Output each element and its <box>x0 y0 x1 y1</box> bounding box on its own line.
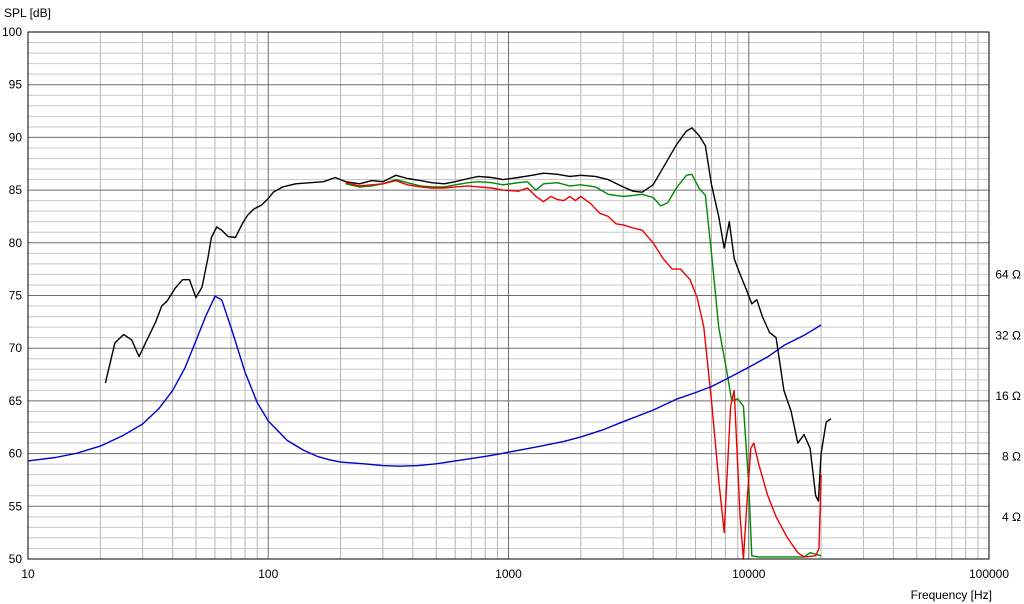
y-tick-label: 50 <box>9 552 23 566</box>
y-tick-label: 70 <box>9 341 23 355</box>
y-tick-label: 55 <box>9 499 23 513</box>
series-line-4 <box>27 295 822 467</box>
y2-tick-label: 16 Ω <box>995 389 1021 403</box>
y2-tick-label: 8 Ω <box>1002 449 1021 463</box>
y-tick-label: 65 <box>9 394 23 408</box>
plot-frame <box>27 31 990 560</box>
tick-labels: 50 55 60 65 70 75 80 85 90 95 100 10 100 1000 10000 100… <box>2 25 1021 581</box>
series-line-2 <box>345 173 822 558</box>
y2-tick-label: 64 Ω <box>995 268 1021 282</box>
series-line-1 <box>104 127 832 502</box>
y2-tick-label: 32 Ω <box>995 328 1021 342</box>
x-tick-label: 1000 <box>495 567 522 581</box>
y-tick-label: 80 <box>9 236 23 250</box>
series-line-3 <box>345 179 822 560</box>
y-tick-label: 100 <box>2 25 22 39</box>
x-tick-label: 10000 <box>732 567 766 581</box>
series-lines <box>27 127 832 560</box>
y2-tick-label: 4 Ω <box>1002 510 1021 524</box>
y-tick-label: 60 <box>9 447 23 461</box>
y-tick-label: 90 <box>9 130 23 144</box>
y-tick-label: 75 <box>9 289 23 303</box>
y-tick-label: 95 <box>9 78 23 92</box>
y-tick-label: 85 <box>9 183 23 197</box>
x-tick-label: 100000 <box>969 567 1009 581</box>
y-axis-title: SPL [dB] <box>4 6 51 20</box>
x-tick-label: 100 <box>258 567 278 581</box>
x-tick-label: 10 <box>21 567 35 581</box>
x-axis-title: Frequency [Hz] <box>911 588 992 602</box>
grid <box>27 31 990 560</box>
